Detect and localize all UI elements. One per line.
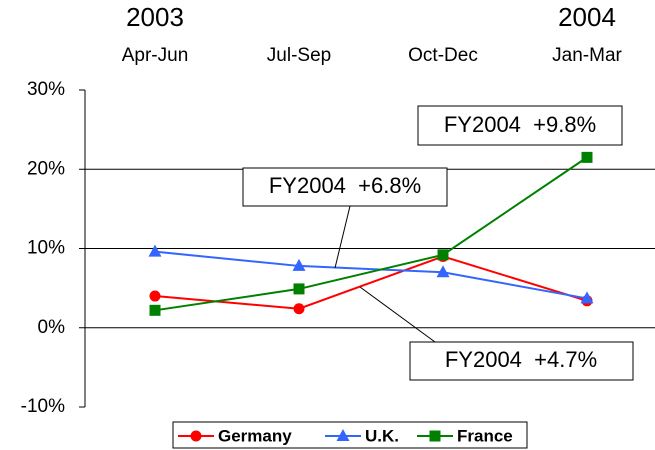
marker [149, 290, 161, 302]
series-line [154, 250, 588, 300]
y-tick-label: 30% [27, 79, 65, 100]
annotation-text: FY2004 +4.7% [445, 347, 597, 372]
marker [149, 304, 161, 316]
annotation-text: FY2004 +6.8% [269, 173, 421, 198]
marker [429, 430, 441, 442]
legend-frame [172, 421, 528, 449]
annotation-box: FY2004 +6.8% [242, 167, 448, 207]
annotation-box: FY2004 +9.8% [417, 105, 623, 146]
x-tick-label: Jul-Sep [267, 45, 331, 66]
annotation-frame [242, 167, 448, 207]
leader-line [334, 205, 351, 269]
marker [581, 151, 593, 163]
year-label: 2004 [558, 2, 616, 32]
y-tick-label: -10% [21, 396, 65, 417]
annotation-frame [417, 105, 623, 146]
marker [336, 429, 350, 441]
series-line [154, 255, 588, 310]
marker [292, 258, 306, 271]
legend-label: Germany [218, 426, 292, 445]
marker [436, 265, 450, 278]
y-tick-label: 10% [27, 238, 65, 259]
legend-label: France [457, 426, 513, 445]
marker [190, 430, 202, 442]
marker [580, 291, 594, 304]
marker [293, 303, 305, 315]
x-tick-label: Apr-Jun [122, 45, 189, 66]
y-tick-label: 20% [27, 158, 65, 179]
y-tick-label: 0% [38, 317, 66, 338]
year-label: 2003 [126, 2, 184, 32]
annotation-box: FY2004 +4.7% [409, 341, 634, 381]
series-line [154, 156, 588, 312]
legend-label: U.K. [365, 426, 399, 445]
marker [148, 244, 162, 257]
x-tick-label: Oct-Dec [408, 45, 478, 66]
annotation-text: FY2004 +9.8% [444, 112, 596, 137]
annotation-frame [409, 341, 634, 381]
leader-line [359, 286, 436, 343]
x-tick-label: Jan-Mar [552, 45, 622, 66]
marker [293, 283, 305, 295]
marker [437, 249, 449, 261]
